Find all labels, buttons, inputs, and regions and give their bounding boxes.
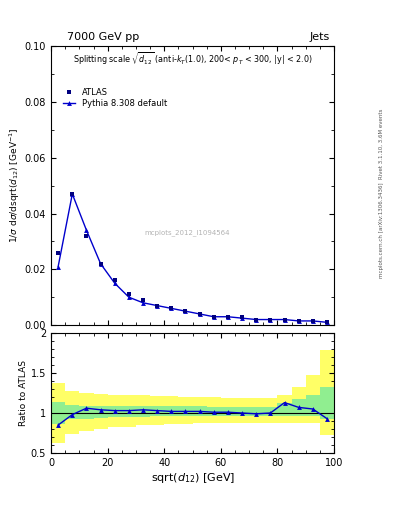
Bar bbox=[65, 405, 79, 419]
Bar bbox=[65, 391, 79, 434]
Bar bbox=[164, 396, 178, 424]
Bar bbox=[263, 407, 277, 416]
Bar bbox=[94, 394, 108, 429]
Bar bbox=[122, 395, 136, 426]
Bar bbox=[150, 396, 164, 425]
Bar bbox=[221, 398, 235, 422]
Bar bbox=[292, 388, 306, 422]
Bar bbox=[320, 388, 334, 419]
Bar bbox=[277, 403, 292, 416]
Bar bbox=[221, 407, 235, 416]
Bar bbox=[136, 395, 150, 425]
Y-axis label: Ratio to ATLAS: Ratio to ATLAS bbox=[19, 360, 28, 426]
X-axis label: sqrt($d_{12}$) [GeV]: sqrt($d_{12}$) [GeV] bbox=[151, 471, 235, 485]
Y-axis label: 1/$\sigma$ d$\sigma$/dsqrt($d_{12}$) [GeV$^{-1}$]: 1/$\sigma$ d$\sigma$/dsqrt($d_{12}$) [Ge… bbox=[7, 128, 22, 243]
Legend: ATLAS, Pythia 8.308 default: ATLAS, Pythia 8.308 default bbox=[61, 87, 169, 110]
Bar bbox=[306, 395, 320, 416]
Bar bbox=[164, 406, 178, 416]
Text: 7000 GeV pp: 7000 GeV pp bbox=[67, 32, 139, 42]
Bar bbox=[79, 393, 94, 431]
Bar bbox=[108, 406, 122, 417]
Bar bbox=[235, 398, 249, 422]
Bar bbox=[178, 397, 193, 424]
Text: mcplots.cern.ch [arXiv:1306.3436]: mcplots.cern.ch [arXiv:1306.3436] bbox=[379, 183, 384, 278]
Bar bbox=[178, 406, 193, 416]
Bar bbox=[94, 406, 108, 418]
Bar bbox=[249, 407, 263, 416]
Bar bbox=[122, 406, 136, 417]
Bar bbox=[263, 398, 277, 422]
Bar bbox=[51, 402, 65, 424]
Bar bbox=[306, 374, 320, 423]
Bar bbox=[193, 406, 207, 416]
Bar bbox=[320, 350, 334, 436]
Text: Splitting scale $\sqrt{d_{12}}$ (anti-$k_T$(1.0), 200< $p_T$ < 300, |y| < 2.0): Splitting scale $\sqrt{d_{12}}$ (anti-$k… bbox=[73, 50, 312, 67]
Bar bbox=[108, 395, 122, 428]
Bar bbox=[249, 398, 263, 422]
Bar bbox=[150, 406, 164, 416]
Text: mcplots_2012_I1094564: mcplots_2012_I1094564 bbox=[144, 230, 230, 237]
Text: Jets: Jets bbox=[310, 32, 330, 42]
Bar bbox=[51, 382, 65, 443]
Bar bbox=[193, 397, 207, 423]
Text: Rivet 3.1.10, 3.6M events: Rivet 3.1.10, 3.6M events bbox=[379, 108, 384, 179]
Bar bbox=[277, 395, 292, 422]
Bar bbox=[207, 407, 221, 416]
Bar bbox=[235, 407, 249, 416]
Bar bbox=[292, 398, 306, 416]
Bar bbox=[207, 397, 221, 423]
Bar bbox=[79, 406, 94, 419]
Bar bbox=[136, 406, 150, 417]
